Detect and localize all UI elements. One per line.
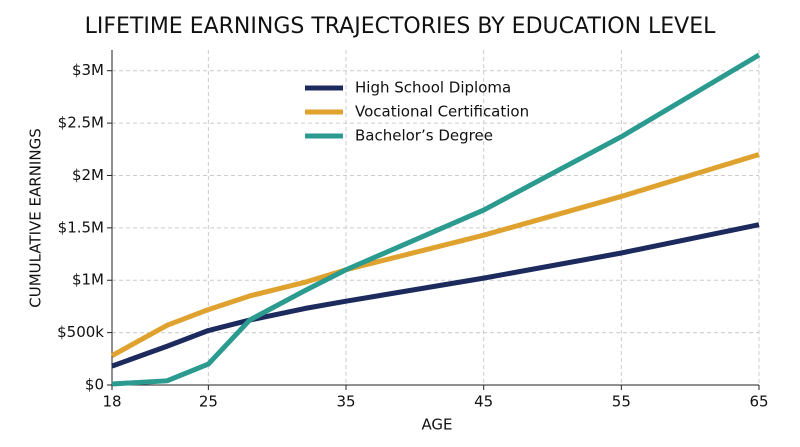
x-axis-label: AGE bbox=[421, 416, 452, 434]
x-tick-label: 45 bbox=[474, 393, 493, 411]
x-tick-label: 18 bbox=[102, 393, 121, 411]
y-tick-label: $0 bbox=[85, 376, 104, 394]
legend-label: Bachelor’s Degree bbox=[355, 127, 493, 145]
chart-title: LIFETIME EARNINGS TRAJECTORIES BY EDUCAT… bbox=[85, 14, 717, 39]
y-tick-label: $3M bbox=[72, 61, 104, 79]
x-tick-label: 55 bbox=[612, 393, 631, 411]
y-tick-label: $1.5M bbox=[58, 218, 104, 236]
y-axis-label: CUMULATIVE EARNINGS bbox=[27, 128, 45, 307]
y-tick-label: $2.5M bbox=[58, 114, 104, 132]
series-line bbox=[111, 222, 760, 369]
y-tick-label: $1M bbox=[72, 271, 104, 289]
x-tick-label: 65 bbox=[749, 393, 768, 411]
y-tick-label: $500k bbox=[57, 323, 104, 341]
legend-label: High School Diploma bbox=[355, 79, 511, 97]
x-tick-label: 25 bbox=[199, 393, 218, 411]
y-tick-label: $2M bbox=[72, 166, 104, 184]
x-tick-label: 35 bbox=[336, 393, 355, 411]
legend-label: Vocational Certification bbox=[355, 103, 529, 121]
series-line bbox=[110, 152, 760, 358]
series-line bbox=[111, 52, 761, 387]
